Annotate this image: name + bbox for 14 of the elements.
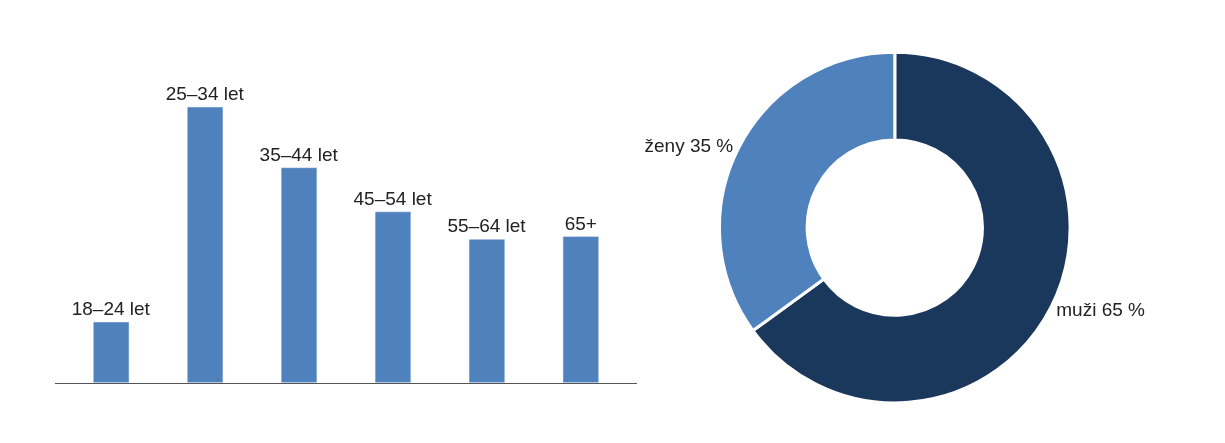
category-label: 18–24 let [71, 298, 150, 320]
bar [562, 236, 599, 383]
category-label: 25–34 let [165, 83, 244, 105]
bar [468, 239, 505, 383]
category-label: 65+ [564, 212, 597, 234]
category-label: 45–54 let [353, 187, 432, 209]
bar [187, 106, 224, 383]
slice-label: muži 65 % [1056, 298, 1146, 320]
category-label: 35–44 let [259, 143, 338, 165]
bar [280, 167, 318, 383]
bar [93, 321, 130, 383]
slice-label: ženy 35 % [644, 135, 734, 157]
category-label: 55–64 let [447, 215, 526, 237]
bar [374, 211, 412, 383]
